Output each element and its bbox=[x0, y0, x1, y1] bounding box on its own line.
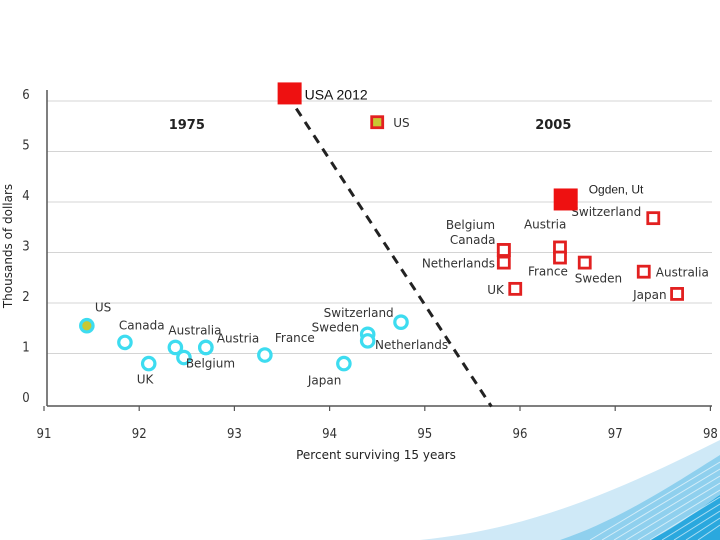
label-2005-netherlands: Netherlands bbox=[422, 257, 495, 271]
callout-label-1: Ogden, Ut bbox=[589, 182, 644, 196]
data-points bbox=[79, 115, 684, 372]
year-label: 1975 bbox=[169, 118, 205, 133]
y-tick-label: 6 bbox=[22, 88, 29, 103]
label-1975-japan: Japan bbox=[307, 374, 341, 388]
label-2005-austria: Austria bbox=[524, 217, 566, 231]
point-1975-australia bbox=[167, 339, 184, 356]
point-2005-canada bbox=[496, 243, 511, 257]
point-1975-canada bbox=[117, 334, 133, 351]
label-2005-belgium: Belgium bbox=[446, 218, 495, 232]
dashed-divider bbox=[295, 107, 493, 408]
label-1975-austria: Austria bbox=[217, 331, 259, 345]
callout-label-0: USA 2012 bbox=[305, 86, 368, 102]
wave-mid bbox=[560, 455, 720, 540]
point-2005-sweden bbox=[577, 255, 592, 270]
wave-stripe bbox=[649, 496, 720, 540]
point-1975-japan bbox=[336, 355, 352, 372]
wave-stripe bbox=[685, 517, 720, 540]
label-1975-us: US bbox=[95, 301, 111, 315]
x-axis-title: Percent surviving 15 years bbox=[296, 448, 456, 462]
point-2005-australia bbox=[636, 264, 651, 279]
wave-stripe bbox=[673, 510, 720, 540]
x-tick-label: 97 bbox=[608, 427, 623, 442]
label-1975-australia: Australia bbox=[168, 323, 221, 337]
y-axis-title: Thousands of dollars bbox=[1, 184, 15, 309]
x-tick-label: 92 bbox=[132, 427, 147, 442]
label-1975-france: France bbox=[275, 331, 315, 345]
label-1975-netherlands: Netherlands bbox=[375, 338, 448, 352]
point-1975 bbox=[176, 349, 192, 366]
point-2005-japan bbox=[670, 287, 684, 301]
point-1975-switzerland bbox=[359, 333, 376, 349]
x-tick-label: 98 bbox=[703, 427, 718, 442]
y-tick-label: 4 bbox=[22, 189, 29, 204]
point-1975-austria bbox=[198, 339, 214, 356]
divider-line bbox=[295, 107, 493, 408]
wave-stripe bbox=[625, 482, 720, 540]
label-2005-sweden: Sweden bbox=[575, 272, 622, 286]
x-tick-label: 96 bbox=[513, 427, 528, 442]
wave-stripe bbox=[661, 503, 720, 540]
point-2005-netherlands bbox=[496, 255, 511, 270]
axes bbox=[43, 90, 712, 411]
y-tick-label: 2 bbox=[22, 290, 29, 305]
wave-stripe bbox=[637, 489, 720, 540]
point-2005-us bbox=[370, 115, 385, 130]
label-2005-switzerland: Switzerland bbox=[571, 205, 641, 219]
decorative-wave bbox=[420, 440, 720, 540]
point-1975-france bbox=[257, 347, 273, 363]
callouts: USA 2012 Ogden, Ut bbox=[277, 82, 644, 211]
wave-stripe bbox=[697, 524, 720, 540]
wave-stripe bbox=[589, 461, 720, 540]
wave-stripe bbox=[601, 468, 720, 540]
callout-marker-1 bbox=[553, 188, 578, 211]
label-2005-france: France bbox=[528, 265, 568, 279]
label-1975-uk: UK bbox=[137, 373, 155, 387]
point-1975-us bbox=[79, 317, 95, 334]
y-tick-label: 1 bbox=[22, 341, 29, 356]
label-2005-australia: Australia bbox=[656, 266, 709, 280]
y-tick-label: 3 bbox=[22, 240, 29, 255]
tick-labels: 91 92 93 94 95 96 97 98 0 1 2 3 4 5 6 bbox=[22, 88, 718, 442]
x-tick-label: 94 bbox=[322, 427, 337, 442]
wave-stripe bbox=[613, 475, 720, 540]
point-1975-uk bbox=[140, 355, 157, 372]
label-1975-belgium: Belgium bbox=[186, 356, 235, 370]
point-labels: 1975 2005 US Canada UK Australia Belgium Austri… bbox=[95, 116, 709, 387]
label-1975-sweden: Sweden bbox=[312, 320, 359, 334]
x-tick-label: 93 bbox=[227, 427, 242, 442]
point-2005-switzerland bbox=[646, 211, 661, 226]
point-2005-france bbox=[553, 250, 567, 265]
x-tick-label: 95 bbox=[417, 427, 432, 442]
label-2005-us: US bbox=[393, 116, 409, 130]
label-1975-switzerland: Switzerland bbox=[324, 306, 394, 320]
y-tick-label: 0 bbox=[22, 391, 29, 406]
point-2005-uk bbox=[508, 281, 523, 296]
x-tick-label: 91 bbox=[37, 427, 52, 442]
year-label: 2005 bbox=[535, 118, 571, 133]
label-2005-uk: UK bbox=[487, 283, 505, 297]
callout-marker-0 bbox=[277, 82, 302, 105]
label-1975-canada: Canada bbox=[119, 318, 165, 332]
grid-lines bbox=[47, 100, 712, 354]
label-2005-canada: Canada bbox=[450, 233, 496, 247]
label-2005-japan: Japan bbox=[632, 288, 666, 302]
point-1975-netherlands bbox=[393, 314, 409, 330]
y-tick-label: 5 bbox=[22, 139, 29, 154]
